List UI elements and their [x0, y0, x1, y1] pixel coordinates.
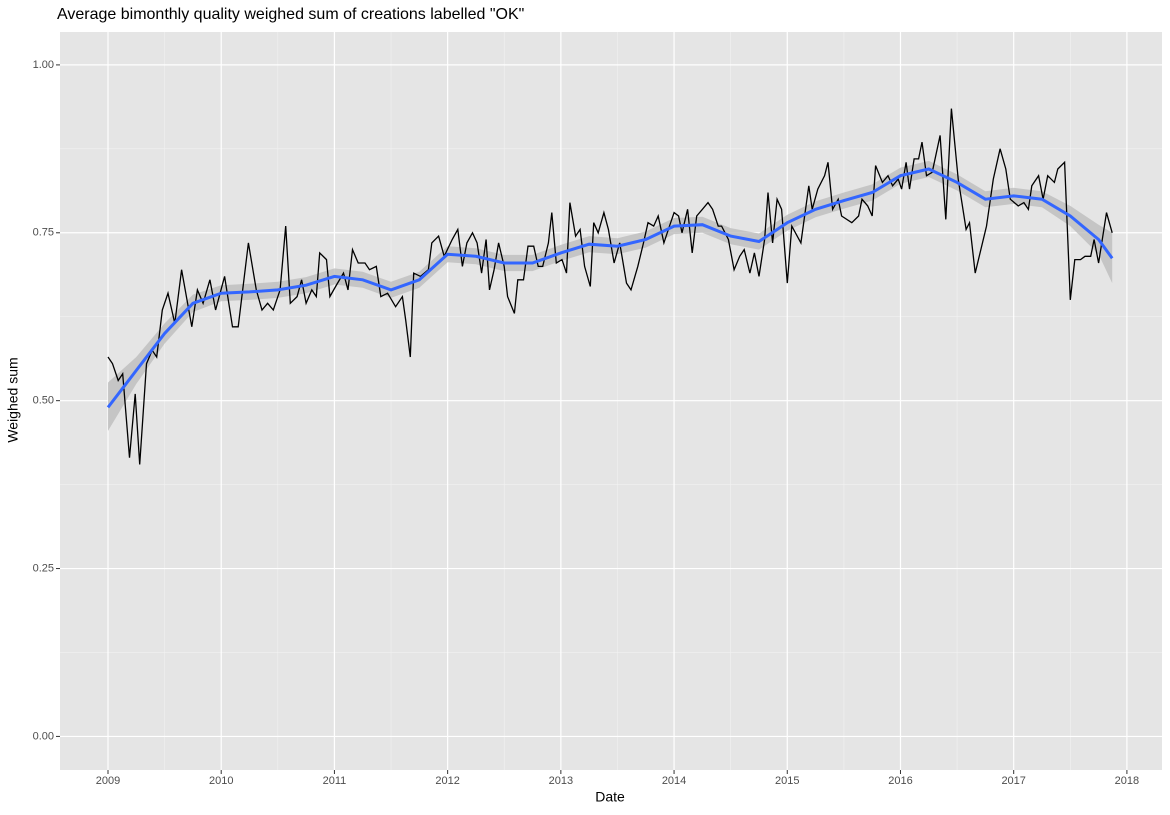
y-tick-label: 0.75 [33, 227, 54, 239]
y-axis-label: Weighed sum [5, 357, 21, 442]
y-tick-label: 0.00 [33, 730, 54, 742]
y-tick-label: 0.50 [33, 395, 54, 407]
marks [106, 108, 1114, 465]
y-tick-label: 0.25 [33, 562, 54, 574]
x-tick-label: 2018 [1115, 775, 1139, 787]
x-tick-label: 2010 [209, 775, 233, 787]
x-tick-label: 2012 [435, 775, 459, 787]
smooth-line [106, 167, 1114, 409]
x-tick-label: 2009 [96, 775, 120, 787]
x-tick-label: 2013 [549, 775, 573, 787]
data-line [107, 108, 1113, 465]
grid [60, 32, 1162, 770]
x-axis-label: Date [595, 789, 625, 805]
x-tick-label: 2017 [1001, 775, 1025, 787]
x-tick-label: 2015 [775, 775, 799, 787]
y-tick-label: 1.00 [33, 59, 54, 71]
x-tick-label: 2014 [662, 775, 686, 787]
chart-title: Average bimonthly quality weighed sum of… [57, 6, 524, 23]
x-tick-label: 2011 [323, 775, 347, 787]
x-tick-label: 2016 [888, 775, 912, 787]
